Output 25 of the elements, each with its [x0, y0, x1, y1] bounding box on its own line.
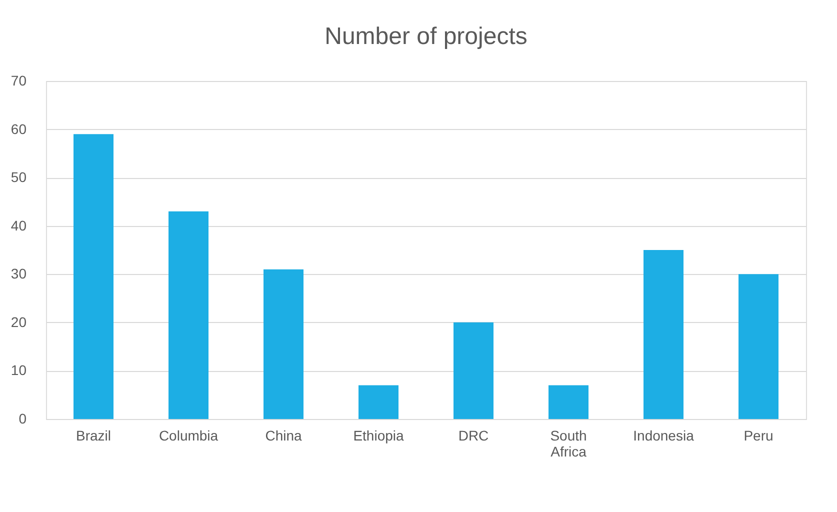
bar — [454, 322, 494, 419]
y-tick-label: 50 — [10, 169, 27, 186]
y-tick-label: 40 — [10, 217, 27, 234]
bar — [548, 385, 588, 419]
y-tick-label: 70 — [10, 72, 27, 88]
x-tick-label: South Africa — [550, 428, 587, 460]
x-tick-label: Indonesia — [633, 428, 694, 444]
y-tick-label: 60 — [10, 120, 27, 137]
chart-title: Number of projects — [324, 23, 528, 50]
x-tick-label: Columbia — [158, 428, 218, 444]
bar — [358, 385, 398, 419]
y-tick-label: 30 — [10, 266, 27, 282]
x-tick-label: Peru — [744, 428, 774, 444]
x-tick-label: DRC — [458, 428, 489, 444]
bar — [738, 274, 778, 419]
bar — [644, 250, 684, 419]
y-tick-label: 10 — [10, 362, 27, 378]
bar — [168, 211, 208, 419]
x-tick-label: China — [265, 428, 302, 444]
y-tick-label: 20 — [10, 314, 27, 330]
bar — [74, 134, 114, 419]
y-tick-label: 0 — [18, 410, 27, 426]
x-tick-label: Ethiopia — [353, 428, 404, 444]
bar — [264, 269, 304, 419]
x-tick-label: Brazil — [76, 428, 112, 444]
